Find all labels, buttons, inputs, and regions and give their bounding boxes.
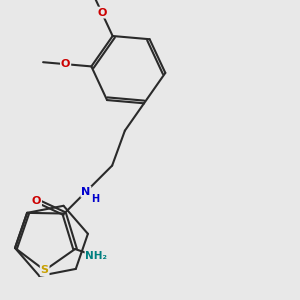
Text: O: O bbox=[32, 196, 41, 206]
Text: NH₂: NH₂ bbox=[85, 251, 107, 261]
Text: S: S bbox=[41, 265, 49, 275]
Text: O: O bbox=[97, 8, 106, 18]
Text: H: H bbox=[91, 194, 99, 204]
Text: O: O bbox=[61, 59, 70, 69]
Text: N: N bbox=[81, 187, 91, 197]
